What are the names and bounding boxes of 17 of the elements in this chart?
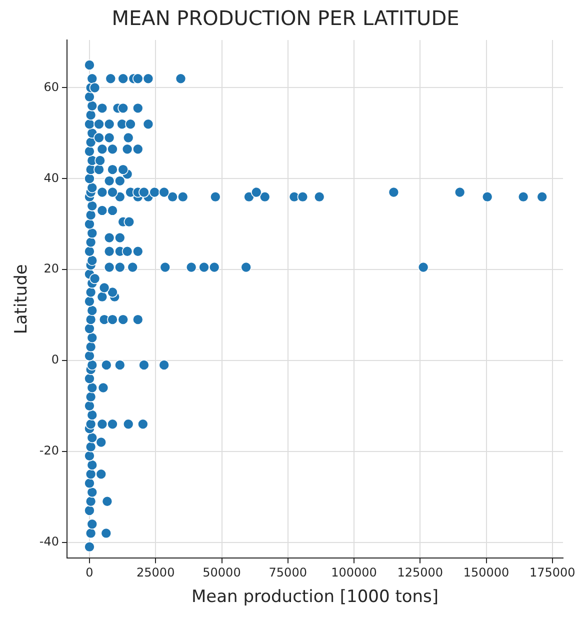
x-tick-label: 0 — [86, 566, 94, 580]
x-tick-label: 175000 — [530, 566, 576, 580]
chart-title: MEAN PRODUCTION PER LATITUDE — [112, 6, 460, 30]
x-axis-title: Mean production [1000 tons] — [191, 587, 439, 608]
y-tick-label: 20 — [44, 262, 59, 276]
y-tick-label: -40 — [39, 534, 59, 548]
x-tick-label: 100000 — [331, 566, 377, 580]
x-tick-label: 25000 — [136, 566, 175, 580]
x-tick-label: 150000 — [463, 566, 510, 580]
y-tick-label: 0 — [51, 352, 59, 367]
y-tick-label: 60 — [44, 80, 59, 94]
x-tick-label: 75000 — [268, 566, 307, 580]
y-axis-title: Latitude — [12, 264, 32, 334]
y-tick-label: -20 — [39, 444, 59, 458]
x-tick-label: 125000 — [397, 566, 444, 580]
y-tick-label: 40 — [44, 170, 59, 185]
x-tick-label: 50000 — [202, 566, 241, 580]
